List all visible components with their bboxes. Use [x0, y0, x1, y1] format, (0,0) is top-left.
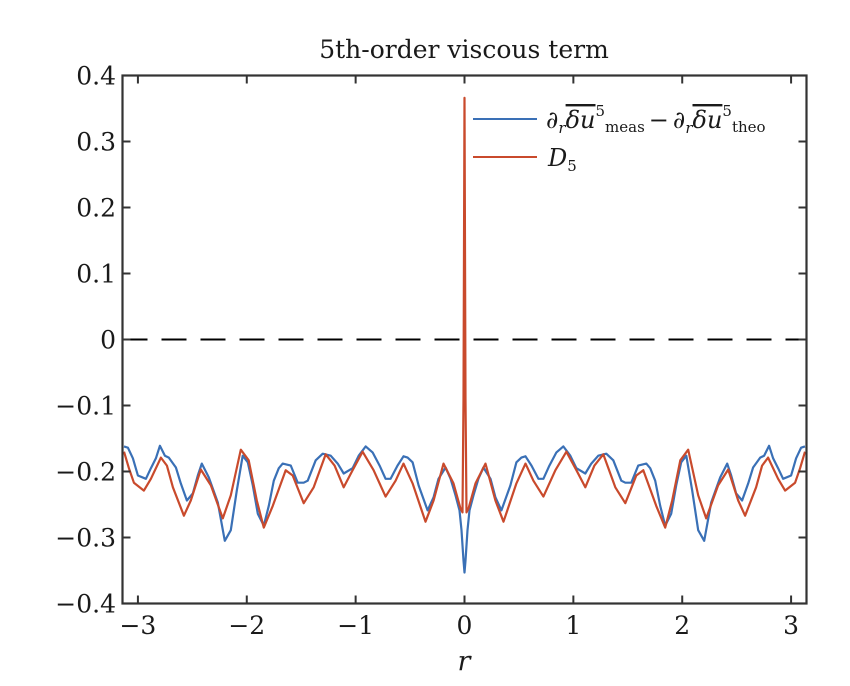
y-tick-labels: 0.4 0.3 0.2 0.1 0 −0.1 −0.2 −0.3 −0.4 — [55, 62, 116, 619]
subscript-r: r — [685, 119, 693, 137]
x-tick-label: −3 — [119, 611, 156, 640]
y-tick-label: 0.3 — [76, 128, 116, 157]
legend-label-measured: ∂rδu5meas − ∂rδu5theo — [546, 102, 766, 137]
plot-area — [122, 96, 807, 574]
delta-u: δu — [693, 106, 723, 134]
subscript-meas: meas — [605, 118, 645, 136]
partial-symbol: ∂ — [673, 106, 685, 134]
partial-symbol: ∂ — [546, 106, 558, 134]
y-tick-label: 0.1 — [76, 260, 116, 289]
y-tick-label: 0.4 — [76, 62, 116, 91]
x-tick-label: 0 — [457, 611, 473, 640]
delta-u: δu — [566, 106, 596, 134]
superscript-5: 5 — [596, 102, 606, 120]
y-tick-label: 0.2 — [76, 194, 116, 223]
legend-label-d5: D5 — [547, 144, 577, 175]
x-axis-label: r — [458, 646, 473, 677]
x-tick-label: 2 — [674, 611, 690, 640]
x-tick-label: −1 — [337, 611, 374, 640]
series-d5 — [122, 96, 807, 529]
superscript-5: 5 — [722, 102, 732, 120]
y-tick-label: −0.1 — [55, 392, 116, 421]
x-tick-label: 3 — [783, 611, 799, 640]
axes-frame — [121, 74, 808, 605]
subscript-r: r — [558, 119, 566, 137]
series-measured-minus-theoretical — [123, 444, 806, 574]
series-layer — [122, 96, 807, 574]
y-tick-label: 0 — [100, 326, 116, 355]
axis-ticks — [122, 74, 807, 605]
x-tick-labels: −3 −2 −1 0 1 2 3 — [119, 611, 799, 640]
y-tick-label: −0.2 — [55, 458, 116, 487]
d-symbol: D — [547, 144, 567, 172]
subscript-theo: theo — [732, 118, 766, 136]
y-tick-label: −0.4 — [55, 590, 116, 619]
x-tick-label: 1 — [565, 611, 581, 640]
x-tick-label: −2 — [228, 611, 265, 640]
chart-title: 5th-order viscous term — [319, 35, 609, 64]
legend: ∂rδu5meas − ∂rδu5theo D5 — [473, 102, 766, 175]
minus-sign: − — [649, 106, 669, 134]
subscript-5: 5 — [567, 157, 577, 175]
y-tick-label: −0.3 — [55, 524, 116, 553]
